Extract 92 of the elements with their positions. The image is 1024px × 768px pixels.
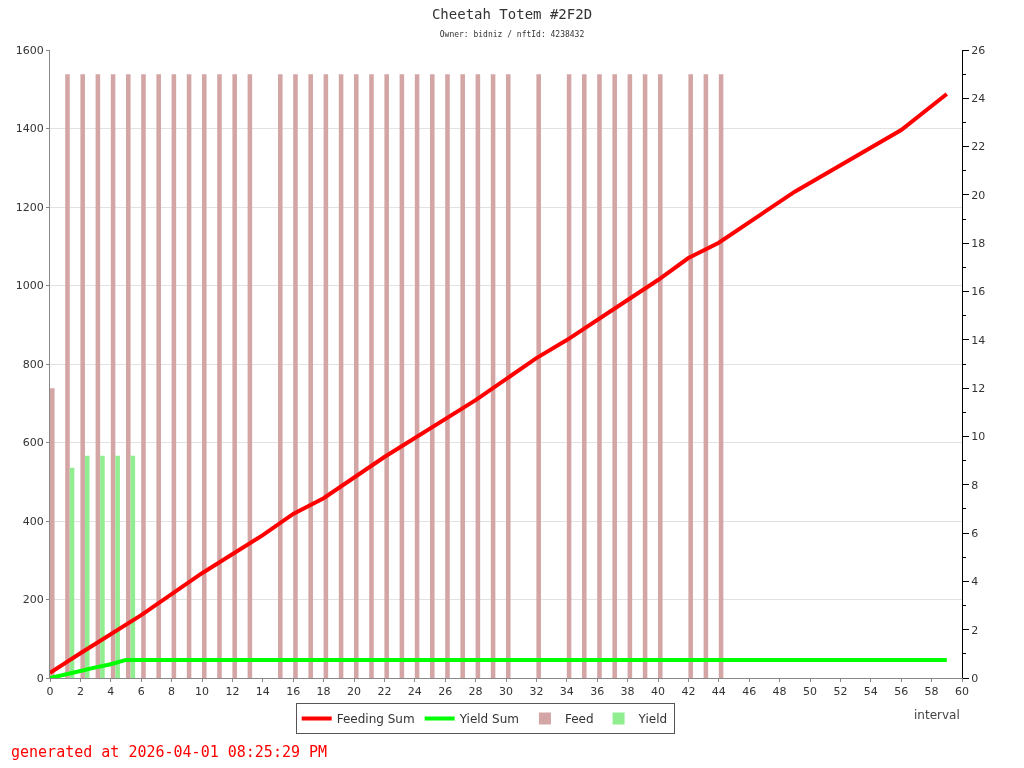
y-tick-label: 800 xyxy=(22,357,44,371)
y-tick-label: 400 xyxy=(22,514,44,528)
x-tick-label: 42 xyxy=(681,685,696,699)
bar xyxy=(658,74,663,678)
x-tick-label: 36 xyxy=(590,685,605,699)
bar xyxy=(430,74,435,678)
bar xyxy=(506,74,511,678)
x-tick-label: 44 xyxy=(711,685,726,699)
bar xyxy=(141,74,146,678)
legend-label: Feed xyxy=(564,712,594,727)
bar xyxy=(202,74,207,678)
y-tick-label: 1000 xyxy=(15,279,44,293)
x-tick-label: 4 xyxy=(107,685,115,699)
bar xyxy=(460,74,465,678)
bar xyxy=(80,74,85,678)
bar xyxy=(536,74,541,678)
bar xyxy=(582,74,587,678)
y-tick-label: 1200 xyxy=(15,200,44,214)
y2-tick-label: 14 xyxy=(971,333,986,347)
bar xyxy=(126,74,131,678)
x-tick-label: 8 xyxy=(168,685,176,699)
bar xyxy=(84,455,90,678)
x-tick-label: 54 xyxy=(863,685,878,699)
y2-tick-label: 4 xyxy=(971,575,979,589)
x-tick-label: 58 xyxy=(924,685,939,699)
bar xyxy=(445,74,450,678)
x-tick-label: 26 xyxy=(438,685,453,699)
legend-label: Yield Sum xyxy=(458,712,519,727)
bar xyxy=(217,74,222,678)
x-tick-label: 30 xyxy=(499,685,513,699)
y2-tick-label: 10 xyxy=(971,430,986,444)
x-tick-label: 60 xyxy=(955,685,969,699)
bar xyxy=(65,74,70,678)
y-tick-label: 1600 xyxy=(15,43,44,57)
bar xyxy=(384,74,389,678)
y2-tick-label: 2 xyxy=(971,623,979,637)
y2-tick-label: 20 xyxy=(971,188,986,202)
y2-tick-label: 8 xyxy=(971,478,979,492)
line-series xyxy=(50,91,949,675)
y2-tick-label: 26 xyxy=(971,43,986,57)
x-tick-label: 22 xyxy=(377,685,392,699)
y-tick-label: 600 xyxy=(22,436,44,450)
legend-label: Yield xyxy=(637,712,668,727)
y2-tick-label: 6 xyxy=(971,526,979,540)
bar xyxy=(369,74,374,678)
y-tick-label: 0 xyxy=(36,671,44,685)
bar xyxy=(156,74,161,678)
bar xyxy=(597,74,602,678)
bar xyxy=(612,74,617,678)
x-tick-label: 16 xyxy=(286,685,301,699)
x-tick-label: 40 xyxy=(651,685,665,699)
chart-title: Cheetah Totem #2F2D xyxy=(431,6,593,23)
chart-subtitle: Owner: bidniz / nftId: 4238432 xyxy=(439,30,585,40)
x-tick-label: 18 xyxy=(316,685,331,699)
x-tick-label: 38 xyxy=(620,685,635,699)
y2-tick-label: 16 xyxy=(971,285,986,299)
bar xyxy=(100,455,105,678)
x-tick-label: 6 xyxy=(137,685,145,699)
y2-tick-label: 12 xyxy=(971,382,986,395)
x-tick-label: 10 xyxy=(195,685,209,699)
x-tick-label: 2 xyxy=(76,685,84,699)
y2-tick-label: 22 xyxy=(971,140,986,154)
y-tick-label: 1400 xyxy=(15,122,44,136)
x-tick-label: 28 xyxy=(468,685,483,699)
bar xyxy=(308,74,313,678)
x-tick-label: 32 xyxy=(529,685,544,699)
bar xyxy=(354,74,359,678)
text: generated at 2026-04-01 08:25:29 PM xyxy=(11,743,328,761)
y2-tick-label: 0 xyxy=(971,671,979,685)
x-tick-label: 50 xyxy=(803,685,817,699)
y2-tick-label: 24 xyxy=(971,92,986,106)
y2-tick-label: 18 xyxy=(971,237,986,251)
x-tick-label: 24 xyxy=(407,685,422,699)
x-tick-label: 14 xyxy=(255,685,270,699)
x-tick-label: 0 xyxy=(46,685,54,699)
x-tick-label: 20 xyxy=(347,685,361,699)
x-tick-label: 52 xyxy=(833,685,848,699)
x-tick-label: 48 xyxy=(772,685,787,699)
line-series xyxy=(50,657,949,678)
x-tick-label: 56 xyxy=(894,685,909,699)
bar xyxy=(688,74,693,678)
bar xyxy=(232,74,237,678)
y-tick-label: 200 xyxy=(22,593,44,607)
x-tick-label: 46 xyxy=(742,685,757,699)
x-tick-label: 12 xyxy=(225,685,240,699)
x-axis-title: interval xyxy=(914,708,960,722)
bar xyxy=(293,74,298,678)
bar xyxy=(50,388,55,678)
bar xyxy=(115,455,120,678)
x-tick-label: 34 xyxy=(559,685,574,699)
legend-label: Feeding Sum xyxy=(336,712,415,727)
bar xyxy=(278,74,283,678)
